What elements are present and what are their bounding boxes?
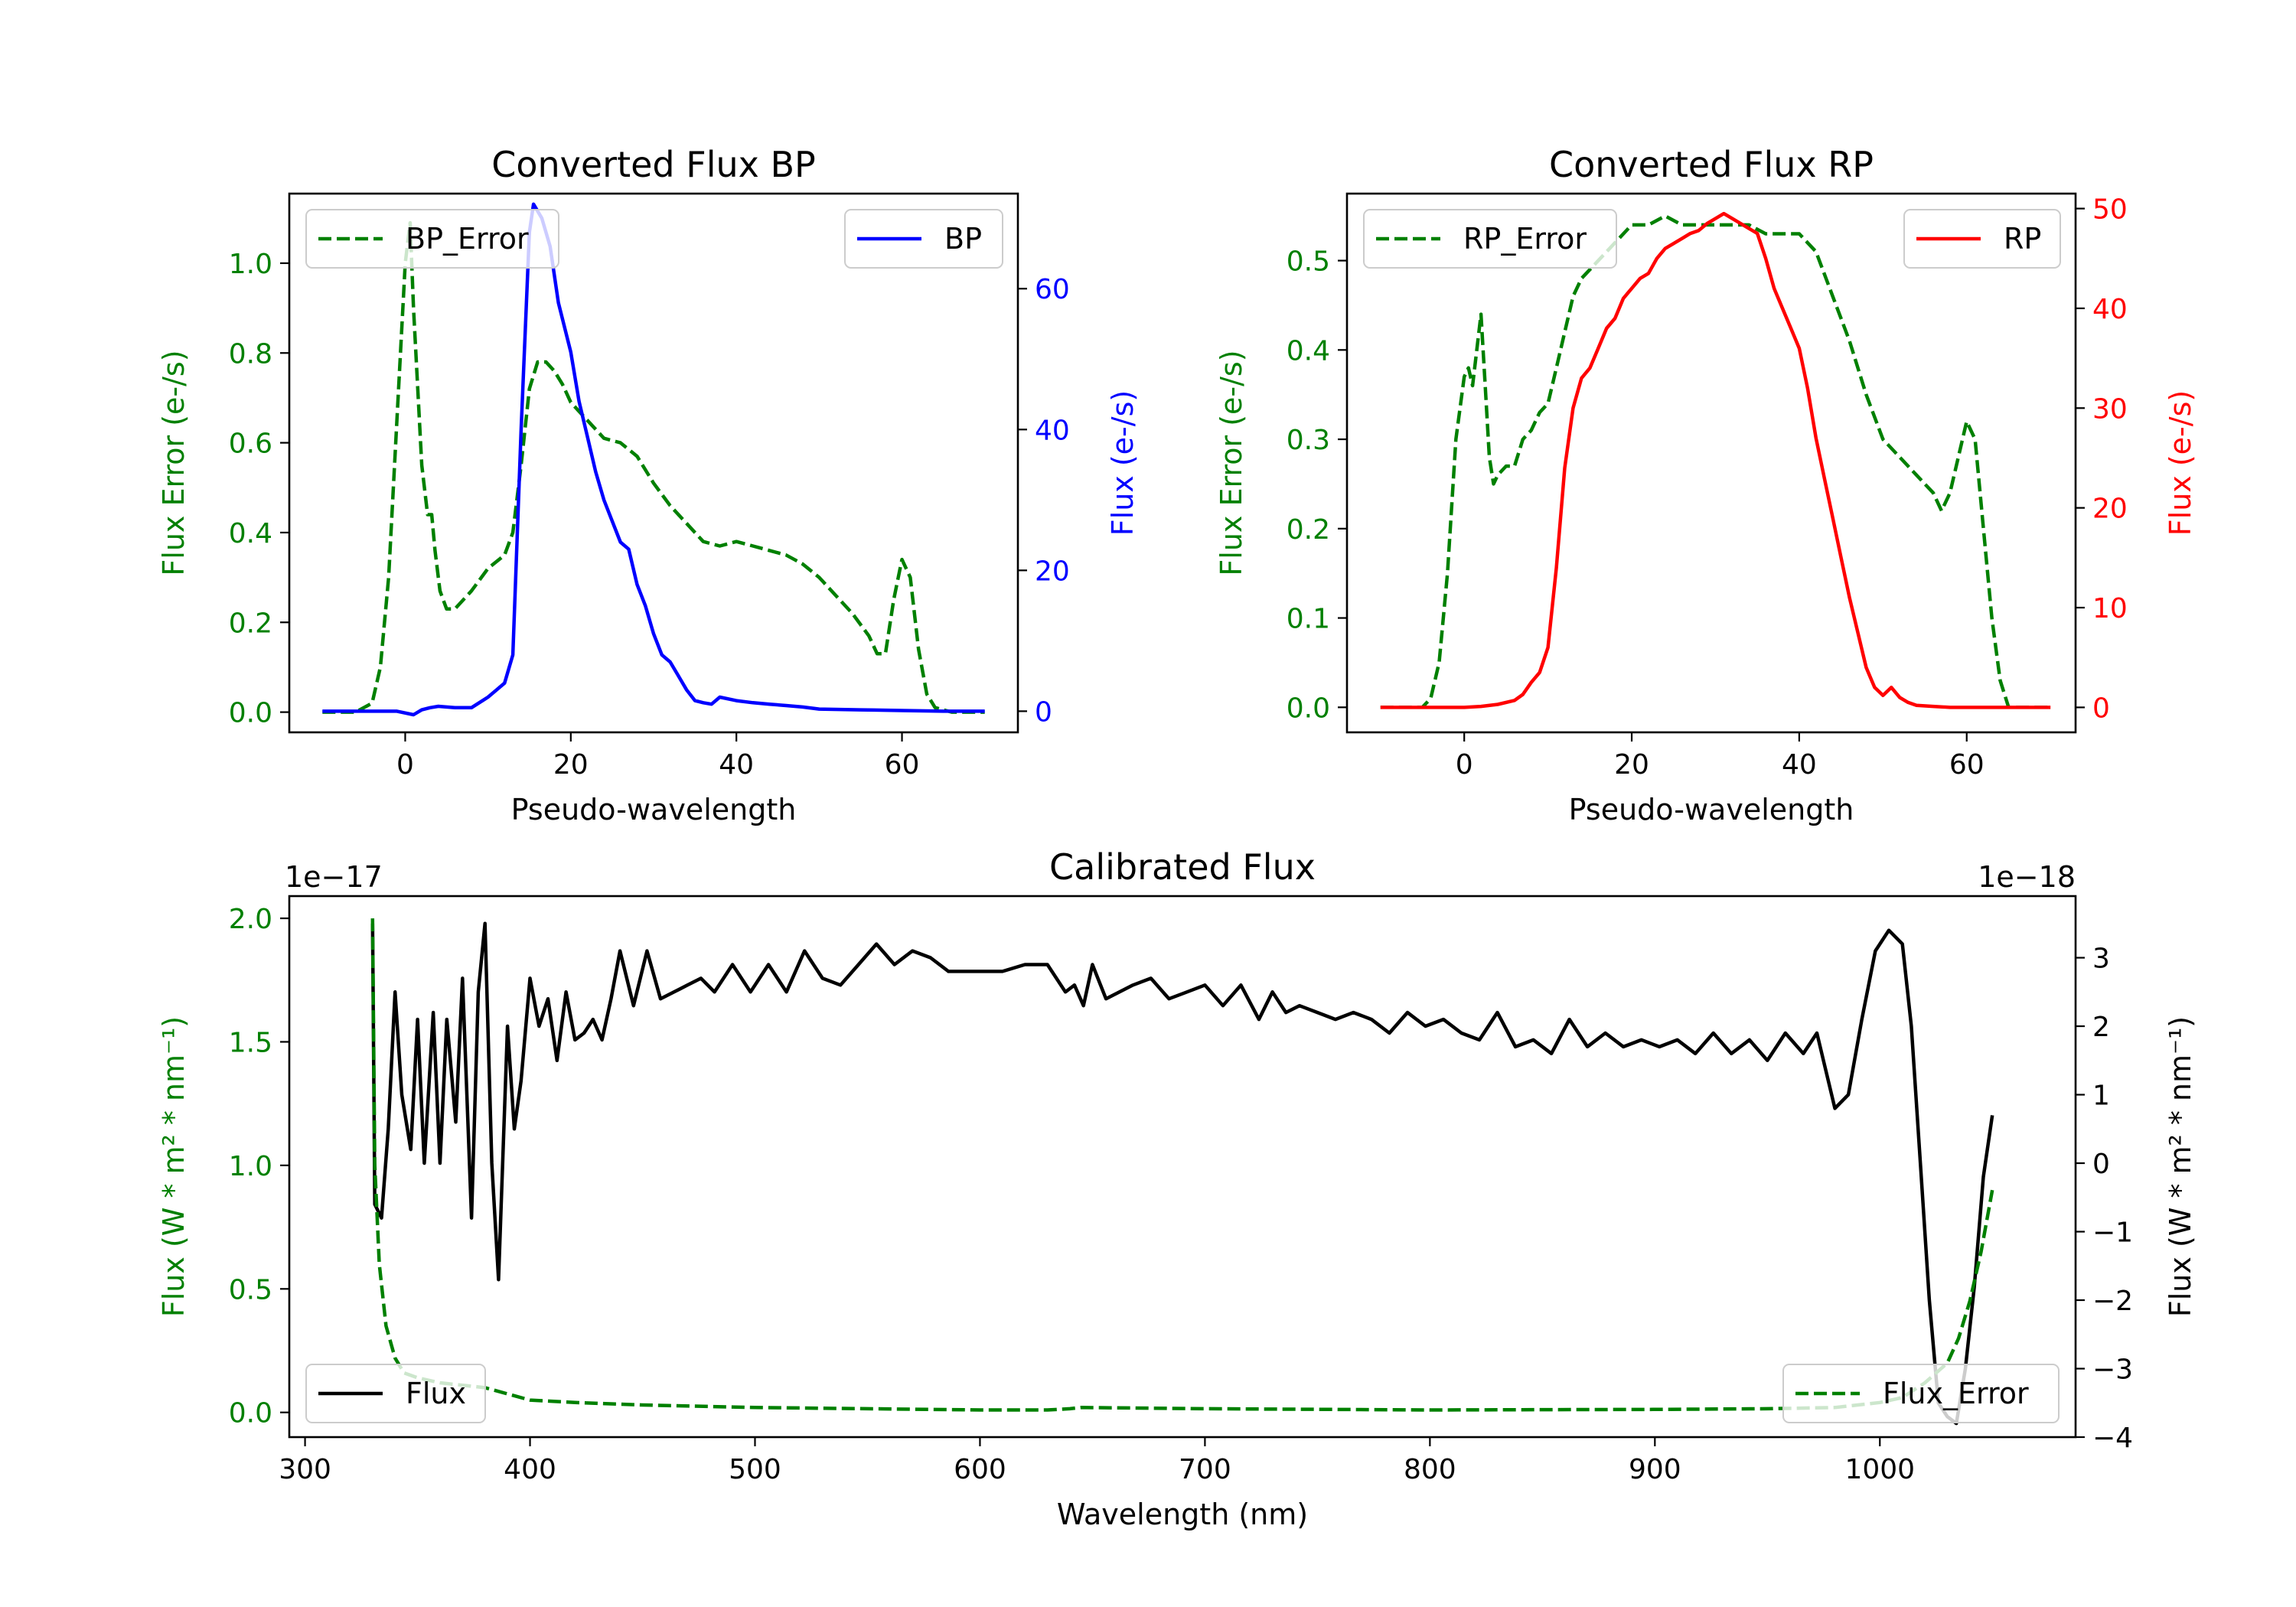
legend-flux-error: Flux_Error [1782,1364,2060,1423]
chart-3: 300 400 500 600 700 800 900 1000 0.0 0.5 1.0 1.5 2.0… [157,846,2197,1531]
y-right-tick-label: −2 [2092,1286,2133,1317]
legend-label: RP_Error [1463,222,1587,256]
legend-rp-error: RP_Error [1363,209,1617,269]
y-right-tick-label: 60 [1035,274,1070,305]
legend-flux: Flux [305,1364,486,1423]
y-right-tick-label: 20 [1035,556,1070,587]
y-right-tick-label: 30 [2092,393,2128,425]
x-axis-label: Wavelength (nm) [1057,1498,1308,1531]
legend-label: Flux [406,1377,466,1410]
y-right-tick-label: 40 [2092,294,2128,325]
y-right-tick-label: −1 [2092,1217,2133,1249]
legend-label: BP [944,222,982,256]
chart-title: Calibrated Flux [1049,846,1316,888]
y-left-tick-label: 0.2 [1287,514,1330,546]
legend-bp: BP [844,209,1003,269]
x-axis-label: Pseudo-wavelength [1569,793,1854,826]
y-left-tick-label: 0.2 [229,608,272,639]
series-line-bp [322,202,985,717]
y-right-tick-label: 40 [1035,415,1070,446]
y-left-tick-label: 0.8 [229,338,272,370]
x-tick-label: 0 [396,749,414,781]
y-right-tick-label: 0 [2092,1149,2110,1180]
chart-1: 0 20 40 60 0.0 0.2 0.4 0.6 0.8 1.0 0 20 40 60 Converte… [157,144,1140,826]
y-right-axis-label: Flux (e-/s) [2164,390,2197,536]
y-left-tick-label: 0.0 [1287,693,1330,724]
y-right-tick-label: 1 [2092,1081,2110,1112]
y-right-tick-label: −3 [2092,1354,2133,1386]
plot-area [1380,211,2051,709]
x-tick-label: 700 [1179,1454,1231,1485]
chart-2: 0 20 40 60 0.0 0.1 0.2 0.3 0.4 0.5 0 10 20 30 40 50 Conv… [1215,144,2197,826]
y-left-tick-label: 0.5 [229,1274,272,1305]
x-axis-label: Pseudo-wavelength [511,793,797,826]
x-tick-label: 40 [719,749,754,781]
legend-box [305,209,559,269]
y-right-tick-label: 2 [2092,1012,2110,1043]
axes-frame [288,895,2077,1439]
axes-frame [288,192,1019,734]
y-right-tick-label: 0 [1035,696,1052,728]
x-tick-label: 300 [279,1454,331,1485]
x-tick-label: 0 [1456,749,1473,781]
y-left-tick-label: 0.3 [1287,425,1330,456]
y-left-tick-label: 0.1 [1287,604,1330,635]
y-left-tick-label: 0.5 [1287,246,1330,278]
legend-box [1782,1364,2060,1423]
series-line-rp [1380,211,2051,709]
x-tick-label: 900 [1629,1454,1681,1485]
axes-frame [1345,192,2077,734]
chart-title: Converted Flux BP [491,144,816,185]
series-line-bp-error [322,220,985,714]
y-right-axis-label: Flux (W * m² * nm⁻¹) [2164,1016,2197,1317]
y-right-tick-label: 50 [2092,194,2128,226]
series-line-rp-error [1380,214,2051,709]
y-left-tick-label: 1.0 [229,249,272,280]
y-left-tick-label: 0.4 [1287,335,1330,367]
y-left-tick-label: 0.4 [229,518,272,549]
y-right-offset-text: 1e−18 [1978,860,2076,894]
x-tick-label: 60 [885,749,920,781]
x-tick-label: 20 [1614,749,1649,781]
legend-bp-error: BP_Error [305,209,559,269]
legend-rp: RP [1903,209,2061,269]
series-line-flux [370,921,1994,1426]
legend-label: BP_Error [406,222,529,256]
y-right-tick-label: −4 [2092,1423,2133,1454]
y-left-tick-label: 1.0 [229,1151,272,1182]
y-left-tick-label: 2.0 [229,904,272,935]
legend-box [1903,209,2061,269]
x-tick-label: 800 [1404,1454,1456,1485]
chart-title: Converted Flux RP [1549,144,1874,185]
x-tick-label: 40 [1782,749,1817,781]
x-tick-label: 1000 [1844,1454,1915,1485]
legend-label: RP [2004,222,2041,256]
y-left-offset-text: 1e−17 [285,860,383,894]
y-left-axis-label: Flux (W * m² * nm⁻¹) [157,1016,191,1317]
x-tick-label: 20 [553,749,589,781]
y-left-axis-label: Flux Error (e-/s) [1215,350,1248,575]
y-right-tick-label: 0 [2092,693,2110,724]
y-left-axis-label: Flux Error (e-/s) [157,350,191,575]
y-right-tick-label: 10 [2092,593,2128,624]
y-right-tick-label: 20 [2092,494,2128,525]
plot-area [322,202,985,717]
x-tick-label: 400 [504,1454,556,1485]
x-tick-label: 60 [1949,749,1985,781]
y-left-tick-label: 0.0 [229,698,272,729]
x-tick-label: 500 [729,1454,781,1485]
x-tick-label: 600 [954,1454,1006,1485]
legend-box [844,209,1003,269]
legend-box [1363,209,1617,269]
y-left-tick-label: 1.5 [229,1027,272,1058]
y-left-tick-label: 0.6 [229,429,272,460]
y-right-tick-label: 3 [2092,944,2110,975]
plot-area [370,918,1994,1426]
y-right-axis-label: Flux (e-/s) [1106,390,1140,536]
y-left-tick-label: 0.0 [229,1398,272,1429]
legend-box [305,1364,486,1423]
legend-label: Flux_Error [1883,1377,2029,1410]
